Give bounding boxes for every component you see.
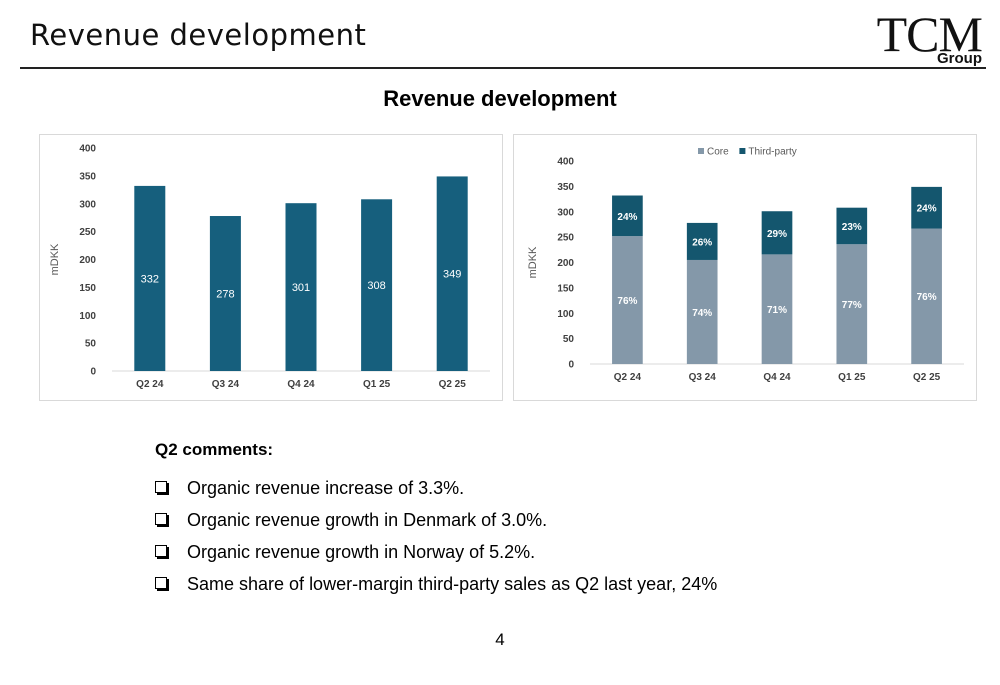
segment-data-label: 77% — [842, 300, 862, 311]
x-tick-label: Q1 25 — [838, 372, 866, 383]
x-tick-label: Q4 24 — [763, 372, 791, 383]
bar — [436, 176, 468, 371]
page-number: 4 — [495, 630, 505, 649]
stacked-bar-segment — [836, 207, 868, 245]
x-tick-label: Q3 24 — [689, 372, 717, 383]
title-divider — [20, 67, 986, 69]
y-tick-label: 150 — [79, 283, 96, 294]
revenue-split-chart-svg: 0 50 100 150 200 250 300 350 400 mDKK Q2 24 Q3 24 Q4… — [527, 147, 964, 383]
y-tick-label: 400 — [557, 157, 574, 168]
x-tick-label: Q1 25 — [363, 379, 391, 390]
x-tick-label: Q3 24 — [212, 379, 240, 390]
segment-data-label: 29% — [767, 229, 787, 240]
comment-item: Organic revenue increase of 3.3%. — [155, 472, 717, 504]
y-tick-label: 0 — [568, 360, 574, 371]
y-tick-label: 350 — [79, 171, 96, 182]
checkbox-bullet-icon — [155, 577, 167, 589]
stacked-bar-segment — [761, 254, 793, 364]
segment-data-label: 23% — [842, 222, 862, 233]
segment-data-label: 26% — [692, 237, 712, 248]
bar — [209, 216, 241, 371]
legend-label: Third-party — [748, 147, 796, 158]
y-tick-label: 250 — [79, 227, 96, 238]
revenue-split-stacked-chart: 0 50 100 150 200 250 300 350 400 mDKK Q2 24 Q3 24 Q4… — [513, 134, 977, 401]
stacked-bar-segment — [761, 211, 793, 255]
y-tick-label: 50 — [563, 334, 575, 345]
stacked-bar-segment — [612, 236, 643, 364]
comment-text: Organic revenue growth in Denmark of 3.0… — [187, 509, 548, 530]
company-logo: TCM Group — [854, 6, 984, 67]
stacked-bar-segment — [612, 195, 643, 237]
y-tick-label: 250 — [557, 233, 574, 244]
legend-swatch — [739, 148, 746, 154]
bar — [361, 199, 393, 371]
y-axis-label: mDKK — [527, 246, 539, 278]
y-tick-label: 50 — [85, 339, 97, 350]
y-tick-label: 0 — [90, 367, 96, 378]
stacked-bar-segment — [836, 244, 868, 364]
segment-data-label: 76% — [617, 296, 637, 307]
segment-data-label: 71% — [767, 305, 787, 316]
y-axis-label: mDKK — [49, 243, 61, 275]
bar-data-label: 301 — [292, 282, 310, 294]
y-tick-label: 100 — [557, 309, 574, 320]
comment-item: Same share of lower-margin third-party s… — [155, 568, 717, 600]
y-tick-label: 350 — [557, 182, 574, 193]
x-tick-label: Q2 24 — [136, 379, 164, 390]
y-tick-label: 300 — [79, 199, 96, 210]
stacked-bar-segment — [911, 228, 942, 364]
comment-item: Organic revenue growth in Denmark of 3.0… — [155, 504, 717, 536]
y-tick-label: 300 — [557, 207, 574, 218]
section-title: Revenue development — [383, 86, 617, 111]
x-tick-label: Q2 24 — [614, 372, 642, 383]
x-tick-label: Q4 24 — [287, 379, 315, 390]
revenue-bar-chart-svg: 0 50 100 150 200 250 300 350 400 mDKK Q2 24 Q3 24 Q4… — [49, 144, 490, 390]
segment-data-label: 24% — [917, 204, 937, 215]
legend-swatch — [698, 148, 704, 154]
slide-title: Revenue development — [30, 18, 367, 52]
segment-data-label: 24% — [617, 212, 637, 223]
checkbox-bullet-icon — [155, 481, 167, 493]
stacked-bar-segment — [686, 222, 718, 260]
legend-label: Core — [707, 147, 729, 158]
segment-data-label: 76% — [917, 292, 937, 303]
y-tick-label: 200 — [79, 255, 96, 266]
x-tick-label: Q2 25 — [439, 379, 467, 390]
comment-item: Organic revenue growth in Norway of 5.2%… — [155, 536, 717, 568]
bar-data-label: 308 — [367, 280, 385, 292]
bar — [134, 185, 166, 371]
segment-data-label: 74% — [692, 308, 712, 319]
revenue-bar-chart: 0 50 100 150 200 250 300 350 400 mDKK Q2 24 Q3 24 Q4… — [39, 134, 503, 401]
stacked-bar-segment — [911, 186, 942, 229]
logo-wordmark: TCM — [876, 6, 983, 62]
bar-data-label: 332 — [141, 273, 159, 285]
comments-section: Q2 comments: Organic revenue increase of… — [155, 440, 717, 600]
y-tick-label: 100 — [79, 311, 96, 322]
comment-text: Organic revenue growth in Norway of 5.2%… — [187, 541, 536, 562]
bar-data-label: 278 — [216, 289, 234, 301]
logo-subtext: Group — [937, 50, 982, 67]
y-tick-label: 150 — [557, 283, 574, 294]
bar — [285, 203, 317, 371]
x-tick-label: Q2 25 — [913, 372, 941, 383]
comment-text: Same share of lower-margin third-party s… — [187, 573, 718, 594]
bar-data-label: 349 — [443, 269, 461, 281]
comment-text: Organic revenue increase of 3.3%. — [187, 477, 465, 498]
y-tick-label: 200 — [557, 258, 574, 269]
checkbox-bullet-icon — [155, 513, 167, 525]
checkbox-bullet-icon — [155, 545, 167, 557]
comments-title: Q2 comments: — [155, 440, 274, 459]
y-tick-label: 400 — [79, 144, 96, 155]
stacked-bar-segment — [686, 259, 718, 364]
